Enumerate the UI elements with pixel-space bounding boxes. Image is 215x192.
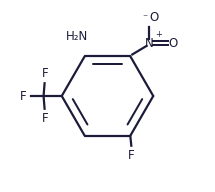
Text: O: O bbox=[150, 11, 159, 24]
Text: F: F bbox=[128, 149, 135, 162]
Text: ⁻: ⁻ bbox=[143, 13, 148, 23]
Text: N: N bbox=[145, 36, 154, 50]
Text: F: F bbox=[42, 112, 49, 125]
Text: F: F bbox=[20, 89, 26, 103]
Text: O: O bbox=[169, 36, 178, 50]
Text: +: + bbox=[155, 30, 162, 39]
Text: F: F bbox=[42, 67, 49, 80]
Text: H₂N: H₂N bbox=[66, 30, 88, 43]
